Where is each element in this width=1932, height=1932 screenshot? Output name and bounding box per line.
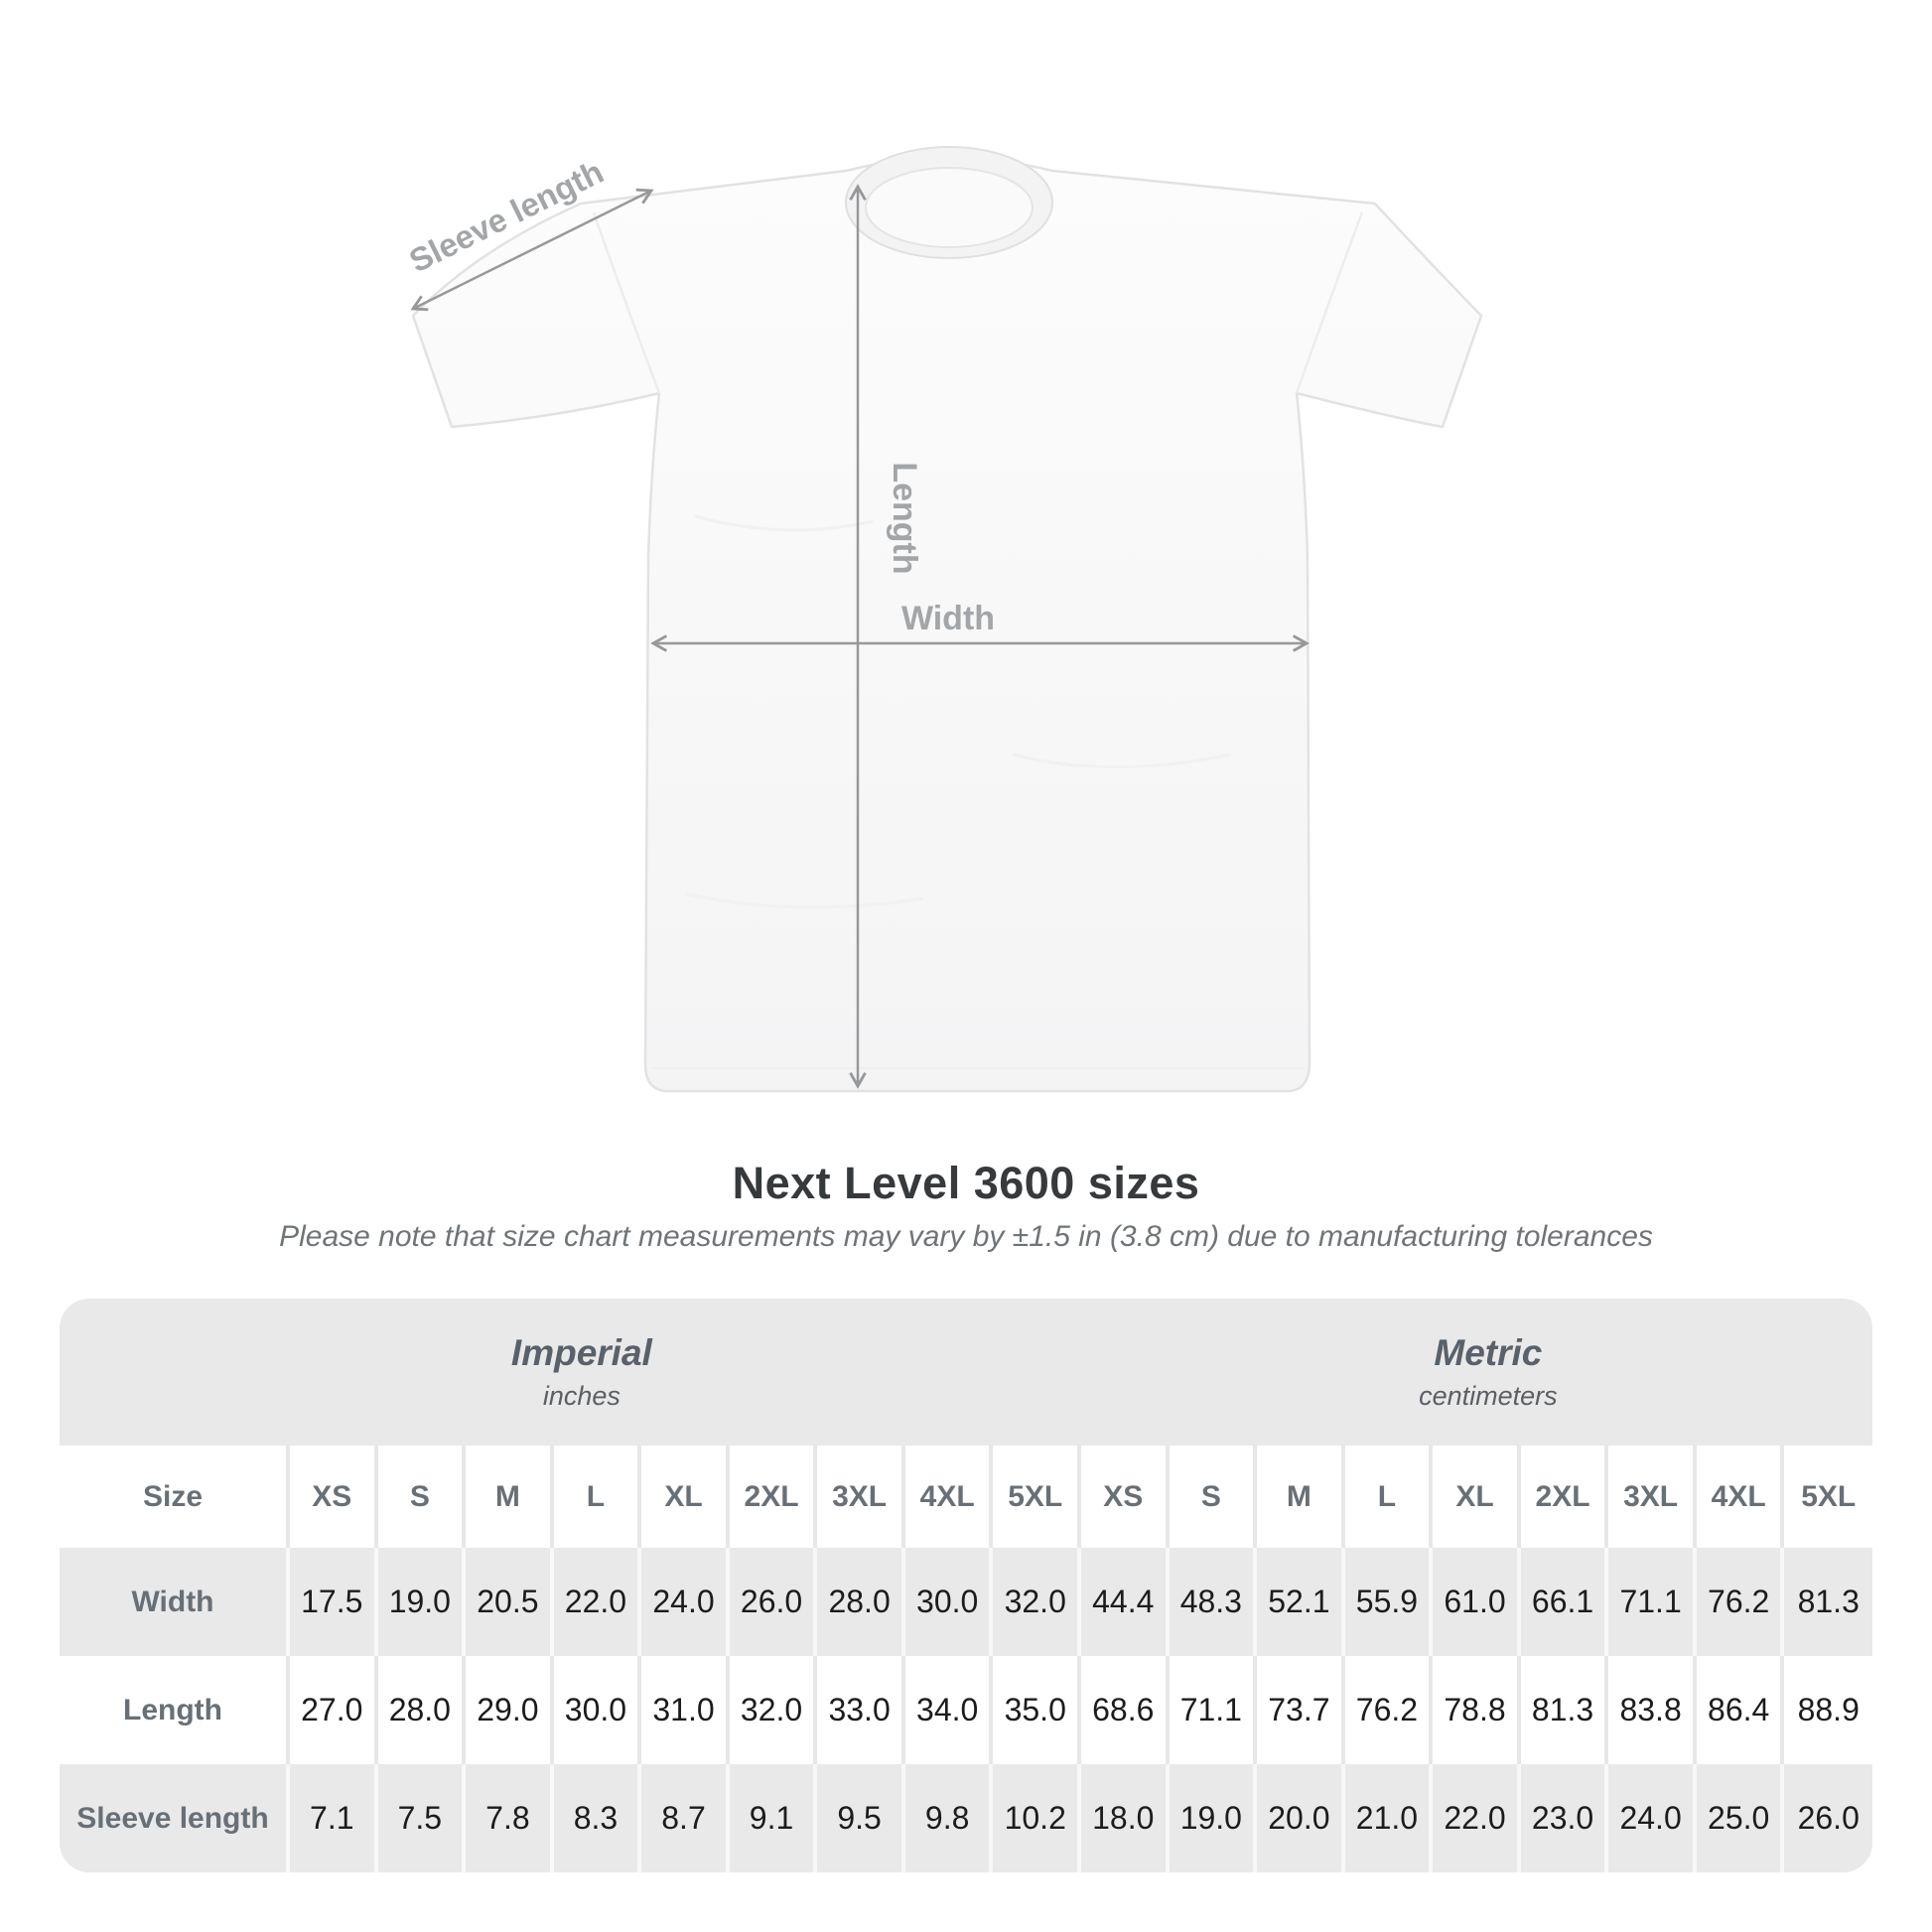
table-cell: 30.0 bbox=[553, 1656, 642, 1764]
table-cell: 8.3 bbox=[553, 1764, 642, 1872]
table-cell: 86.4 bbox=[1696, 1656, 1785, 1764]
table-cell: 76.2 bbox=[1696, 1548, 1785, 1656]
table-cell: 34.0 bbox=[904, 1656, 994, 1764]
sleeve-length-arrow bbox=[410, 188, 654, 312]
table-cell: 24.0 bbox=[641, 1548, 730, 1656]
page-subtitle: Please note that size chart measurements… bbox=[279, 1220, 1653, 1253]
size-header-cell: M bbox=[466, 1446, 554, 1548]
table-cell: 28.0 bbox=[817, 1548, 905, 1656]
size-header-cell: 2XL bbox=[729, 1446, 818, 1548]
size-diagram: Sleeve length Length Width bbox=[403, 146, 1483, 1093]
table-cell: 81.3 bbox=[1784, 1548, 1872, 1656]
size-header-cell: 3XL bbox=[817, 1446, 905, 1548]
table-cell: 78.8 bbox=[1433, 1656, 1521, 1764]
width-label: Width bbox=[901, 600, 995, 637]
table-cell: 29.0 bbox=[466, 1656, 554, 1764]
imperial-header: Imperial inches bbox=[60, 1299, 1104, 1446]
metric-unit: centimeters bbox=[1419, 1381, 1558, 1411]
table-cell: 81.3 bbox=[1520, 1656, 1609, 1764]
table-cell: 20.5 bbox=[466, 1548, 554, 1656]
size-header-cell: XS bbox=[1081, 1446, 1170, 1548]
size-header-cell: XL bbox=[641, 1446, 730, 1548]
row-label-sleeve-length: Sleeve length bbox=[60, 1764, 290, 1872]
table-cell: 17.5 bbox=[290, 1548, 378, 1656]
table-cell: 31.0 bbox=[641, 1656, 730, 1764]
size-table: Size XS S M L XL 2XL 3XL 4XL 5XL XS S M … bbox=[60, 1446, 1872, 1872]
size-header-cell: L bbox=[553, 1446, 642, 1548]
size-header-cell: XS bbox=[290, 1446, 378, 1548]
table-cell: 71.1 bbox=[1608, 1548, 1697, 1656]
size-header-cell: 3XL bbox=[1608, 1446, 1697, 1548]
size-header-cell: S bbox=[1169, 1446, 1258, 1548]
table-cell: 8.7 bbox=[641, 1764, 730, 1872]
table-cell: 24.0 bbox=[1608, 1764, 1697, 1872]
table-cell: 52.1 bbox=[1257, 1548, 1345, 1656]
table-cell: 9.5 bbox=[817, 1764, 905, 1872]
table-cell: 73.7 bbox=[1257, 1656, 1345, 1764]
table-cell: 48.3 bbox=[1169, 1548, 1258, 1656]
table-cell: 61.0 bbox=[1433, 1548, 1521, 1656]
table-cell: 32.0 bbox=[993, 1548, 1081, 1656]
table-cell: 19.0 bbox=[1169, 1764, 1258, 1872]
size-column-header: Size bbox=[60, 1446, 290, 1548]
table-cell: 88.9 bbox=[1784, 1656, 1872, 1764]
table-cell: 66.1 bbox=[1520, 1548, 1609, 1656]
table-cell: 55.9 bbox=[1344, 1548, 1434, 1656]
table-cell: 30.0 bbox=[904, 1548, 994, 1656]
size-table-panel: Imperial inches Metric centimeters Size … bbox=[60, 1299, 1872, 1872]
table-cell: 22.0 bbox=[1433, 1764, 1521, 1872]
table-cell: 68.6 bbox=[1081, 1656, 1170, 1764]
table-cell: 22.0 bbox=[553, 1548, 642, 1656]
row-label-length: Length bbox=[60, 1656, 290, 1764]
collar-inner bbox=[865, 167, 1034, 248]
page-title: Next Level 3600 sizes bbox=[732, 1158, 1200, 1208]
table-cell: 27.0 bbox=[290, 1656, 378, 1764]
table-cell: 9.8 bbox=[904, 1764, 994, 1872]
table-cell: 76.2 bbox=[1344, 1656, 1434, 1764]
size-header-cell: 2XL bbox=[1520, 1446, 1609, 1548]
table-cell: 19.0 bbox=[377, 1548, 467, 1656]
table-cell: 20.0 bbox=[1257, 1764, 1345, 1872]
table-cell: 83.8 bbox=[1608, 1656, 1697, 1764]
table-cell: 28.0 bbox=[377, 1656, 467, 1764]
size-header-cell: S bbox=[377, 1446, 467, 1548]
size-header-cell: 5XL bbox=[993, 1446, 1081, 1548]
table-cell: 26.0 bbox=[1784, 1764, 1872, 1872]
table-cell: 18.0 bbox=[1081, 1764, 1170, 1872]
size-header-cell: 5XL bbox=[1784, 1446, 1872, 1548]
table-cell: 33.0 bbox=[817, 1656, 905, 1764]
metric-header: Metric centimeters bbox=[1104, 1299, 1872, 1446]
length-label: Length bbox=[886, 462, 923, 574]
unit-header-bar: Imperial inches Metric centimeters bbox=[60, 1299, 1872, 1446]
table-cell: 23.0 bbox=[1520, 1764, 1609, 1872]
size-header-cell: L bbox=[1344, 1446, 1434, 1548]
row-label-width: Width bbox=[60, 1548, 290, 1656]
size-header-cell: XL bbox=[1433, 1446, 1521, 1548]
table-cell: 7.8 bbox=[466, 1764, 554, 1872]
table-cell: 26.0 bbox=[729, 1548, 818, 1656]
table-cell: 25.0 bbox=[1696, 1764, 1785, 1872]
size-header-cell: M bbox=[1257, 1446, 1345, 1548]
table-cell: 32.0 bbox=[729, 1656, 818, 1764]
imperial-unit: inches bbox=[542, 1381, 621, 1411]
table-cell: 7.1 bbox=[290, 1764, 378, 1872]
size-header-cell: 4XL bbox=[1696, 1446, 1785, 1548]
table-cell: 71.1 bbox=[1169, 1656, 1258, 1764]
metric-label: Metric bbox=[1434, 1332, 1543, 1373]
table-cell: 9.1 bbox=[729, 1764, 818, 1872]
size-header-cell: 4XL bbox=[904, 1446, 994, 1548]
table-cell: 35.0 bbox=[993, 1656, 1081, 1764]
table-cell: 7.5 bbox=[377, 1764, 467, 1872]
table-cell: 21.0 bbox=[1344, 1764, 1434, 1872]
imperial-label: Imperial bbox=[510, 1332, 652, 1373]
table-cell: 10.2 bbox=[993, 1764, 1081, 1872]
table-cell: 44.4 bbox=[1081, 1548, 1170, 1656]
